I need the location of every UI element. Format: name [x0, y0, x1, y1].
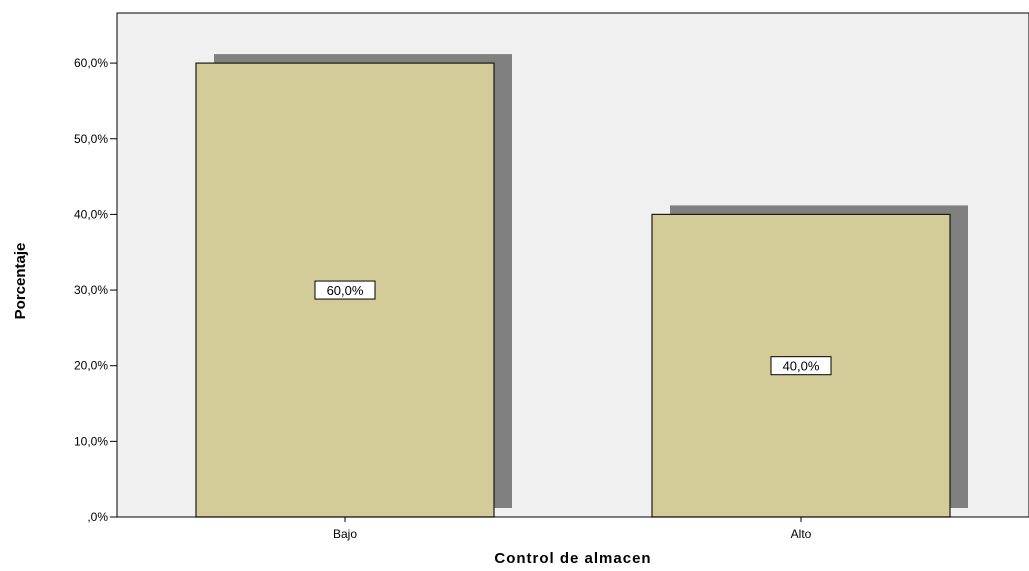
- y-tick-label-50: 50,0%: [74, 132, 108, 146]
- data-label-box-bajo: [314, 280, 376, 300]
- y-tick-label-0: ,0%: [87, 510, 108, 524]
- y-tick-label-10: 10,0%: [74, 434, 108, 448]
- y-tick-label-60: 60,0%: [74, 56, 108, 70]
- x-tick-label-alto: Alto: [791, 527, 812, 541]
- y-tick-label-20: 20,0%: [74, 359, 108, 373]
- data-labels: 60,0% 40,0%: [314, 280, 832, 376]
- y-tick-label-30: 30,0%: [74, 283, 108, 297]
- x-axis-ticks: Bajo Alto: [333, 517, 812, 541]
- y-axis-title: Porcentaje: [12, 243, 29, 320]
- data-label-alto: 40,0%: [783, 359, 820, 374]
- data-label-bajo: 60,0%: [327, 283, 364, 298]
- y-axis-ticks: ,0% 10,0% 20,0% 30,0% 40,0% 50,0% 60,0%: [74, 56, 117, 524]
- x-tick-label-bajo: Bajo: [333, 527, 357, 541]
- x-axis-title: Control de almacen: [494, 550, 651, 566]
- bars: [195, 62, 951, 518]
- y-tick-label-40: 40,0%: [74, 207, 108, 221]
- data-label-box-alto: [770, 356, 832, 376]
